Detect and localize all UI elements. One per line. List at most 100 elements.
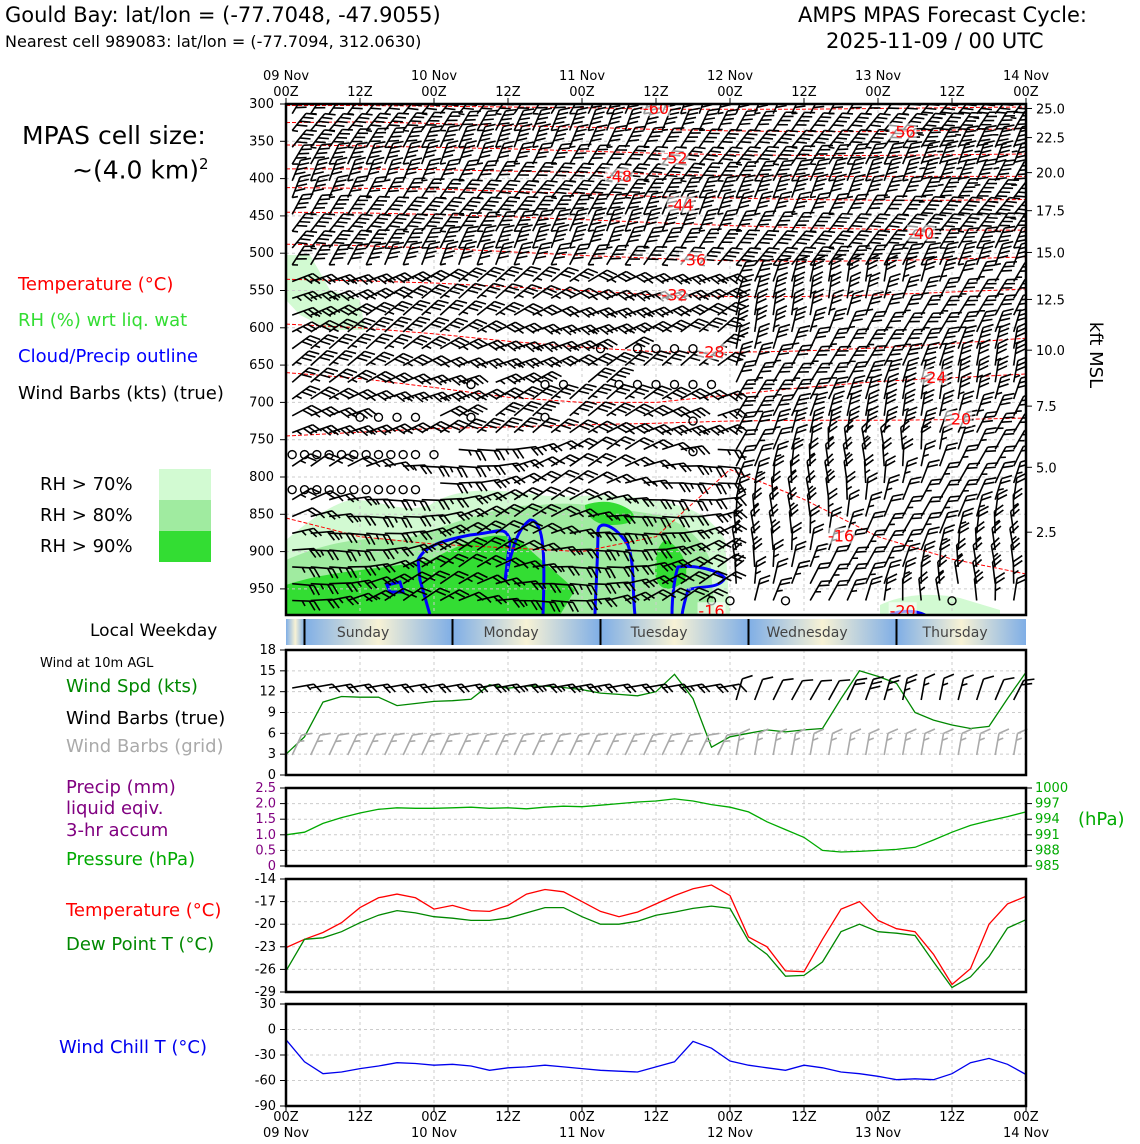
wind-barb-staff: [292, 425, 313, 433]
wind-barb: [736, 321, 750, 350]
wind-barb-staff: [921, 427, 922, 449]
wind-barb-flag: [614, 93, 625, 102]
wind-barb-staff: [329, 369, 347, 382]
wind-barb-staff: [995, 396, 1004, 416]
wind-barb: [588, 450, 616, 473]
wind-barb-staff: [514, 304, 533, 315]
wind-barb-flag: [745, 172, 756, 181]
wind-barb-flag: [504, 222, 515, 231]
wind-barb-staff: [903, 345, 912, 365]
wind-barb-flag: [616, 88, 627, 97]
wind-barb-flag: [687, 92, 698, 101]
wind-barb-staff: [792, 396, 801, 416]
wind-barb: [292, 423, 321, 441]
wind-barb: [588, 398, 615, 423]
wind-barb: [551, 438, 580, 457]
wind-barb-staff: [810, 146, 822, 164]
wind-barb-staff: [736, 111, 747, 130]
wind-barb-staff: [607, 455, 626, 466]
wind-barb-flag: [763, 88, 774, 97]
wind-barb-flag: [875, 357, 886, 366]
wind-barb-flag: [485, 121, 496, 130]
wind-barb: [681, 302, 710, 323]
wind-barb: [385, 461, 414, 475]
wind-barb-staff: [570, 145, 581, 164]
wind-barb-flag: [323, 90, 334, 100]
wind-barb-staff: [570, 438, 589, 449]
wind-barb-staff: [292, 336, 310, 349]
wind-barb-staff: [607, 146, 619, 164]
wind-barb: [385, 331, 412, 356]
wind-barb: [533, 454, 562, 474]
wind-barb-staff: [884, 346, 894, 365]
wind-barb: [699, 143, 724, 170]
wind-barb-flag: [780, 406, 790, 415]
wind-barb-staff: [570, 196, 581, 215]
wind-barb-flag: [837, 94, 848, 104]
wind-barb-staff: [477, 321, 496, 332]
wind-barb: [681, 445, 710, 458]
wind-barb-flag: [836, 306, 847, 315]
wind-barb: [533, 263, 560, 288]
wind-barb-flag: [596, 93, 607, 102]
wind-barb-half-flag: [1012, 149, 1018, 154]
wind-barb-staff: [311, 387, 329, 399]
wind-barb-half-flag: [919, 166, 925, 171]
wind-barb-staff: [625, 404, 644, 416]
wind-barb: [292, 347, 319, 372]
wind-barb: [496, 372, 525, 391]
wind-barb-staff: [385, 160, 393, 181]
wind-barb: [459, 297, 486, 322]
wind-barb: [533, 176, 558, 203]
wind-barb-flag: [765, 358, 776, 368]
wind-barb: [607, 122, 627, 151]
wind-barb-flag: [856, 306, 867, 315]
wind-barb-staff: [755, 112, 766, 131]
wind-barb: [366, 286, 395, 307]
wind-barb-flag: [838, 373, 849, 382]
wind-barb-staff: [829, 195, 839, 215]
wind-barb-flag: [972, 92, 983, 102]
wind-barb-staff: [829, 311, 837, 332]
wind-barb-flag: [578, 205, 589, 214]
wind-barb-staff: [681, 129, 693, 147]
wind-barb: [311, 347, 338, 372]
wind-barb: [551, 354, 580, 374]
wind-barb-flag: [858, 190, 869, 200]
wind-barb-staff: [755, 194, 763, 215]
wind-barb-staff: [607, 403, 625, 416]
wind-barb-staff: [366, 178, 376, 198]
wind-barb: [940, 291, 962, 320]
wind-barb-staff: [699, 111, 708, 131]
wind-barb-flag: [744, 88, 755, 97]
wind-barb-flag: [689, 105, 700, 114]
wind-barb-flag: [780, 93, 791, 102]
wind-barb-staff: [588, 246, 599, 265]
wind-barb-half-flag: [975, 149, 981, 154]
wind-barb-flag: [910, 272, 921, 281]
wind-barb-staff: [422, 128, 432, 148]
wind-barb-flag: [1004, 390, 1015, 399]
wind-barb: [699, 205, 718, 234]
wind-barb-flag: [430, 239, 441, 248]
wind-barb-flag: [411, 138, 422, 147]
wind-barb-staff: [995, 296, 1006, 315]
wind-barb-staff: [847, 145, 858, 164]
wind-barb-flag: [761, 92, 772, 101]
wind-barb-staff: [496, 403, 514, 416]
wind-barb-staff: [403, 179, 414, 198]
wind-barb-staff: [385, 230, 397, 248]
wind-barb-staff: [403, 335, 421, 348]
wind-barb-flag: [984, 238, 995, 247]
wind-barb-staff: [644, 440, 664, 450]
wind-barb-flag: [893, 172, 904, 181]
wind-barb-flag: [765, 207, 776, 217]
wind-barb-staff: [292, 386, 310, 399]
wind-barb: [773, 243, 798, 270]
wind-barb: [551, 264, 578, 289]
wind-barb-flag: [840, 89, 851, 99]
wind-barb-staff: [829, 379, 838, 399]
wind-barb-staff: [422, 229, 433, 248]
wind-barb-staff: [514, 244, 522, 264]
wind-barb-staff: [329, 246, 340, 265]
